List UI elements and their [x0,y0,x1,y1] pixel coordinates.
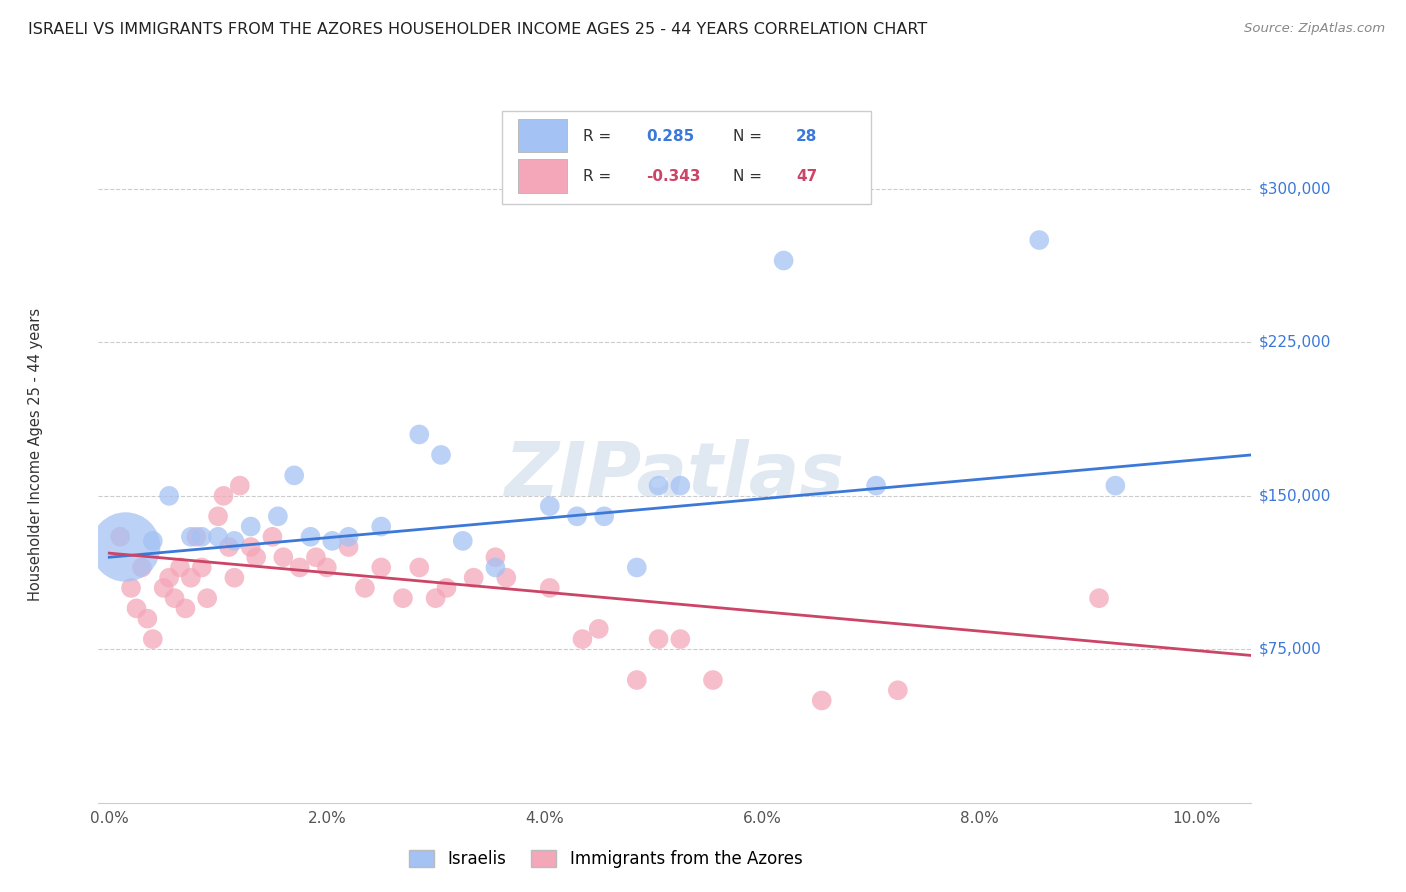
Point [451,533,474,548]
Point [207,509,229,524]
Point [337,530,360,544]
Point [120,581,142,595]
Point [157,571,180,585]
Point [224,533,246,548]
Point [131,560,153,574]
Text: $225,000: $225,000 [1258,334,1330,350]
Point [152,581,174,595]
Point [224,571,246,585]
Point [669,632,692,646]
Text: ISRAELI VS IMMIGRANTS FROM THE AZORES HOUSEHOLDER INCOME AGES 25 - 44 YEARS CORR: ISRAELI VS IMMIGRANTS FROM THE AZORES HO… [28,22,928,37]
Point [174,601,197,615]
Point [337,540,360,554]
Text: $300,000: $300,000 [1258,181,1331,196]
Point [207,530,229,544]
Point [669,478,692,492]
Point [229,478,252,492]
Point [626,673,648,687]
Point [142,533,165,548]
Point [218,540,240,554]
Point [163,591,186,606]
Text: 47: 47 [796,169,817,184]
Point [702,673,724,687]
Point [772,253,794,268]
Point [647,478,669,492]
Legend: Israelis, Immigrants from the Azores: Israelis, Immigrants from the Azores [402,843,808,874]
Point [484,550,506,565]
Point [425,591,447,606]
Point [299,530,322,544]
Point [370,519,392,533]
Text: 0.285: 0.285 [647,128,695,144]
Point [190,530,212,544]
FancyBboxPatch shape [502,111,870,204]
Point [1028,233,1050,247]
Point [321,533,343,548]
Point [484,560,506,574]
Point [125,601,148,615]
Text: Source: ZipAtlas.com: Source: ZipAtlas.com [1244,22,1385,36]
Point [108,530,131,544]
Text: N =: N = [733,128,766,144]
Point [571,632,593,646]
Point [114,540,136,554]
Point [142,632,165,646]
Text: N =: N = [733,169,766,184]
Point [195,591,218,606]
Point [430,448,453,462]
Point [186,530,208,544]
Point [283,468,305,483]
Point [267,509,290,524]
Point [408,560,430,574]
FancyBboxPatch shape [517,159,567,193]
Point [463,571,485,585]
Point [288,560,311,574]
Point [354,581,377,595]
Point [1104,478,1126,492]
Point [315,560,337,574]
Point [392,591,415,606]
Point [887,683,910,698]
Point [647,632,669,646]
Point [810,693,832,707]
Point [245,550,267,565]
Point [157,489,180,503]
Text: $75,000: $75,000 [1258,642,1322,657]
Point [169,560,191,574]
Point [436,581,458,595]
Point [495,571,517,585]
Point [212,489,235,503]
Point [1088,591,1111,606]
FancyBboxPatch shape [517,119,567,153]
Text: 28: 28 [796,128,817,144]
Point [190,560,212,574]
Point [370,560,392,574]
Point [239,540,262,554]
Point [136,612,159,626]
Point [538,581,561,595]
Text: -0.343: -0.343 [647,169,700,184]
Point [273,550,295,565]
Text: $150,000: $150,000 [1258,488,1330,503]
Text: ZIPatlas: ZIPatlas [505,439,845,512]
Point [180,571,202,585]
Text: Householder Income Ages 25 - 44 years: Householder Income Ages 25 - 44 years [28,309,42,601]
Point [593,509,616,524]
Point [262,530,284,544]
Point [588,622,610,636]
Point [565,509,588,524]
Point [408,427,430,442]
Point [538,499,561,513]
Point [180,530,202,544]
Point [305,550,328,565]
Point [865,478,887,492]
Text: R =: R = [582,169,616,184]
Point [626,560,648,574]
Point [239,519,262,533]
Text: R =: R = [582,128,616,144]
